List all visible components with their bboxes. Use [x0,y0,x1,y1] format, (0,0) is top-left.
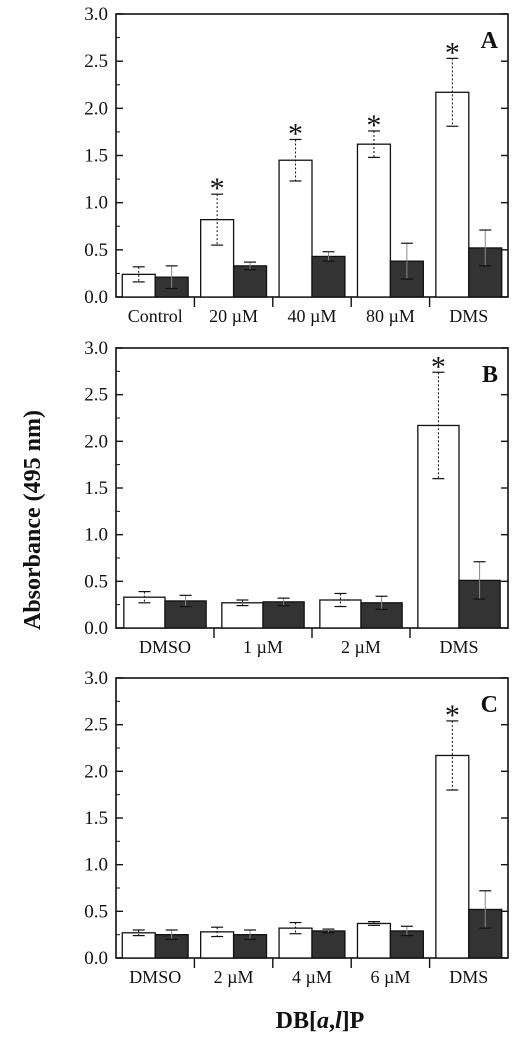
x-category-label: 1 µM [243,637,283,657]
y-tick-label: 3.0 [84,4,108,25]
bar-open [278,159,313,298]
x-category-label: 40 µM [288,306,337,326]
significance-star: * [445,699,460,732]
significance-star: * [366,109,381,142]
x-category-label: 2 µM [341,637,381,657]
y-tick-label: 1.5 [84,808,108,829]
y-tick-label: 1.5 [84,478,108,499]
bar-filled [311,255,346,298]
bar-filled [232,265,268,298]
bar-open [123,596,166,629]
x-category-label: 6 µM [370,967,410,987]
y-tick-label: 0.5 [84,240,108,261]
y-tick-label: 2.0 [84,98,108,119]
significance-star: * [445,36,460,69]
y-tick-label: 2.5 [84,715,108,736]
significance-star: * [431,350,446,383]
y-tick-label: 1.5 [84,146,108,167]
bar-open [417,424,460,629]
y-tick-label: 2.0 [84,431,108,452]
y-tick-label: 0.0 [84,618,108,639]
y-axis-title: Absorbance (495 nm) [20,410,46,630]
panel-label: C [481,692,498,718]
x-category-label: 80 µM [366,306,415,326]
panels: 0.0 0.5 1.0 1.5 2.0 2.5 3.0 Control 20 µM * 40 µM *… [84,4,509,987]
y-tick-label: 1.0 [84,193,108,214]
panel-b: 0.0 0.5 1.0 1.5 2.0 2.5 3.0 DMSO 1 µM 2 µM DMS * B [84,338,509,657]
y-tick-label: 3.0 [84,668,108,689]
x-category-label: Control [128,306,183,326]
bar-filled [311,930,346,959]
y-tick-label: 1.0 [84,855,108,876]
bar-open [356,922,392,959]
x-category-label: DMSO [139,637,191,657]
bar-open [356,143,392,298]
y-tick-label: 2.5 [84,51,108,72]
y-tick-label: 0.5 [84,571,108,592]
x-axis-title: DB[a,l]P [276,1008,365,1034]
y-tick-label: 0.5 [84,901,108,922]
panel-c: 0.0 0.5 1.0 1.5 2.0 2.5 3.0 DMSO 2 µM 4 µM 6 µM DMS… [84,668,509,987]
bar-open [319,599,362,629]
panel-label: B [482,362,498,388]
panel-a: 0.0 0.5 1.0 1.5 2.0 2.5 3.0 Control 20 µM * 40 µM *… [84,4,509,326]
significance-star: * [210,172,225,205]
x-category-label: 20 µM [209,306,258,326]
bar-open [200,218,235,298]
bar-open [121,932,156,959]
y-tick-label: 2.5 [84,385,108,406]
x-category-label: DMS [449,306,488,326]
x-category-label: DMS [439,637,478,657]
bar-filled [262,601,305,629]
x-category-label: 2 µM [214,967,254,987]
x-category-label: DMSO [129,967,181,987]
bar-open [221,602,264,629]
significance-star: * [288,117,303,150]
bar-open [278,927,313,959]
y-tick-label: 3.0 [84,338,108,359]
bar-open [121,273,156,298]
panel-label: A [481,28,499,54]
y-tick-label: 0.0 [84,948,108,969]
x-category-label: 4 µM [292,967,332,987]
x-category-label: DMS [449,967,488,987]
y-tick-label: 1.0 [84,525,108,546]
y-tick-label: 2.0 [84,761,108,782]
y-tick-label: 0.0 [84,287,108,308]
